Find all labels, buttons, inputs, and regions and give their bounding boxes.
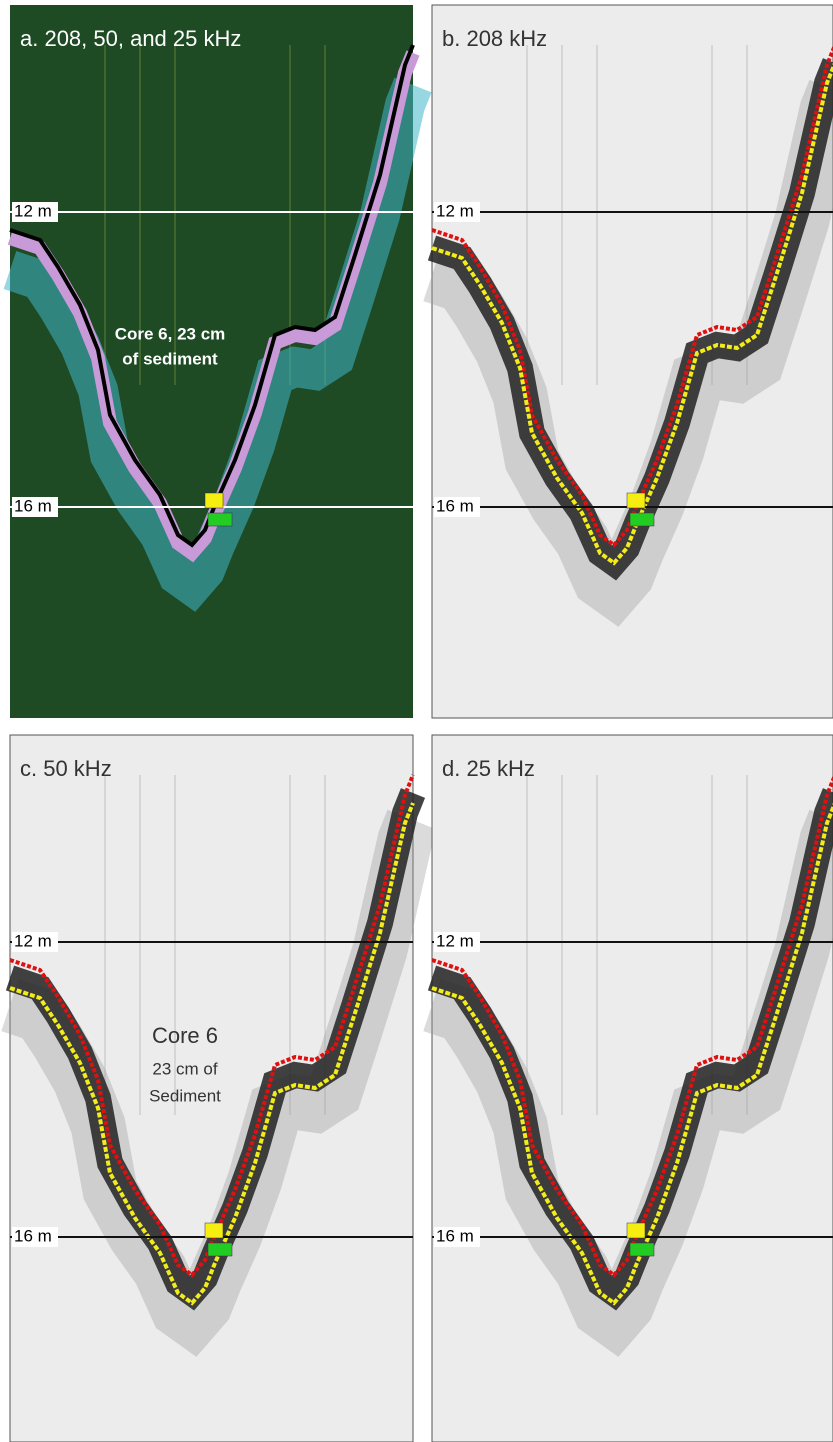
- panel: 12 m 16 m b. 208 kHz: [423, 4, 833, 719]
- depth-label-bg: [434, 497, 480, 517]
- core-marker-green: [207, 1242, 233, 1257]
- panel-background: [9, 734, 414, 1442]
- echo-shadow: [3, 77, 432, 612]
- depth-label-bg: [12, 932, 58, 952]
- depth-label-bg: [434, 932, 480, 952]
- depth-label: 16 m: [436, 1226, 474, 1245]
- depth-label: 12 m: [14, 201, 52, 220]
- core-marker-green: [629, 512, 655, 527]
- panel-title: b. 208 kHz: [442, 26, 547, 51]
- panel-background: [431, 4, 833, 719]
- yellow-bottom: [431, 62, 833, 566]
- yellow-bottom: [431, 802, 833, 1306]
- panel: 12 m 16 m c. 50 kHz Core 6 23 cm of Sediment: [1, 734, 439, 1442]
- panel: 12 m 16 m a. 208, 50, and 25 kHz Core 6, 23…: [3, 5, 432, 718]
- depth-label: 16 m: [14, 496, 52, 515]
- panel-title: a. 208, 50, and 25 kHz: [20, 26, 241, 51]
- depth-label-bg: [12, 1227, 58, 1247]
- depth-label: 12 m: [436, 931, 474, 950]
- core-marker-yellow: [204, 1222, 224, 1239]
- annotation: of sediment: [122, 349, 218, 368]
- core-marker-green: [629, 1242, 655, 1257]
- annotation: Sediment: [149, 1086, 221, 1105]
- core-marker-green: [207, 512, 233, 527]
- echo-band: [5, 788, 426, 1311]
- panel-title: d. 25 kHz: [442, 756, 535, 781]
- annotation: Core 6: [152, 1023, 218, 1048]
- depth-label: 12 m: [14, 931, 52, 950]
- annotation: 23 cm of: [152, 1059, 217, 1078]
- core-marker-yellow: [204, 492, 224, 509]
- panel: 12 m 16 m d. 25 kHz: [423, 734, 833, 1442]
- depth-label: 16 m: [436, 496, 474, 515]
- depth-label-bg: [434, 202, 480, 222]
- core-marker-yellow: [626, 1222, 646, 1239]
- depth-label-bg: [434, 1227, 480, 1247]
- panel-title: c. 50 kHz: [20, 756, 112, 781]
- annotation: Core 6, 23 cm: [115, 324, 226, 343]
- depth-label-bg: [12, 202, 58, 222]
- core-marker-yellow: [626, 492, 646, 509]
- yellow-bottom: [9, 802, 415, 1306]
- depth-label: 12 m: [436, 201, 474, 220]
- depth-label: 16 m: [14, 1226, 52, 1245]
- echo-band: [427, 788, 833, 1311]
- panel-background: [431, 734, 833, 1442]
- depth-label-bg: [12, 497, 58, 517]
